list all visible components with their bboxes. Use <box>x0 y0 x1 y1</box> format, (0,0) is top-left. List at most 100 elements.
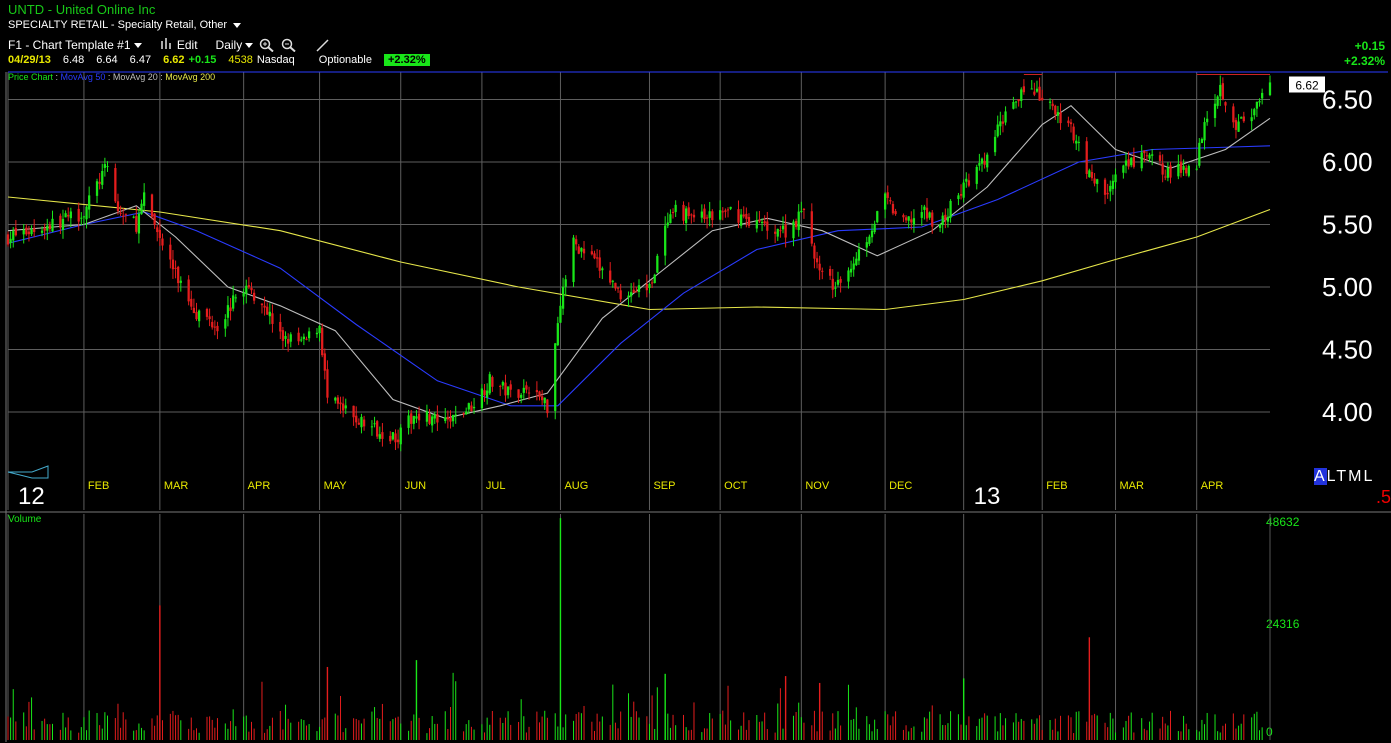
candle-body <box>158 229 161 238</box>
candle-body <box>745 213 748 219</box>
candle-body <box>61 218 65 230</box>
candle-body <box>232 295 235 309</box>
candle-body <box>619 290 622 300</box>
candle-body <box>671 211 675 214</box>
candle-body <box>1096 179 1099 184</box>
candle-body <box>705 217 709 219</box>
month-label: NOV <box>805 480 830 492</box>
candle-body <box>1004 111 1007 123</box>
candle-body <box>30 229 33 235</box>
candle-body <box>1177 164 1180 177</box>
ma50-line <box>7 145 1271 407</box>
candle-body <box>103 164 107 168</box>
candle-body <box>216 325 219 332</box>
draw-line-icon[interactable] <box>313 38 333 52</box>
candle-body <box>357 422 360 425</box>
candle-body <box>1106 192 1109 195</box>
candle-body <box>88 195 91 210</box>
candle-body <box>1232 106 1235 123</box>
period-dropdown[interactable]: Daily <box>216 38 254 52</box>
candle-body <box>967 180 971 186</box>
volume-axis-label: 48632 <box>1266 515 1300 529</box>
candle-body <box>323 353 326 371</box>
candle-body <box>1253 109 1256 116</box>
quote-volume: 4538 <box>228 54 253 66</box>
quote-high: 6.64 <box>96 54 118 66</box>
candle-body <box>1187 165 1190 176</box>
candle-body <box>197 310 201 322</box>
candle-body <box>700 211 703 218</box>
candle-body <box>247 285 251 288</box>
template-dropdown[interactable]: F1 - Chart Template #1 <box>8 38 142 52</box>
candle-body <box>1072 126 1075 141</box>
candle-body <box>598 257 601 271</box>
candle-body <box>501 381 504 386</box>
volume-label: Volume <box>8 514 42 525</box>
candle-body <box>360 416 363 428</box>
candle-body <box>1255 101 1259 109</box>
candle-body <box>1090 171 1094 179</box>
candle-body <box>546 399 549 414</box>
candle-body <box>614 282 617 289</box>
candle-body <box>417 413 421 421</box>
candle-body <box>135 216 138 232</box>
candle-body <box>1035 88 1039 92</box>
sector-selector[interactable]: SPECIALTY RETAIL - Specialty Retail, Oth… <box>8 19 242 31</box>
candle-body <box>124 213 127 215</box>
candle-body <box>192 307 196 314</box>
candle-body <box>161 238 164 246</box>
mode-ltml-buttons[interactable]: LTML <box>1326 468 1375 485</box>
candle-body <box>1067 120 1070 124</box>
candle-body <box>156 227 159 233</box>
candle-body <box>224 319 227 329</box>
candle-body <box>132 216 135 218</box>
candle-body <box>978 163 981 166</box>
zoom-in-icon[interactable] <box>259 38 275 52</box>
mode-a-button[interactable]: A <box>1314 468 1327 485</box>
edit-button[interactable]: Edit <box>160 37 198 52</box>
candle-body <box>590 251 594 255</box>
candle-body <box>907 216 910 221</box>
candle-body <box>389 435 392 442</box>
zoom-out-icon[interactable] <box>281 38 297 52</box>
candle-body <box>763 221 766 224</box>
candle-body <box>1122 165 1125 173</box>
candle-body <box>187 279 190 302</box>
volume-axis-label: 24316 <box>1266 617 1300 631</box>
candle-body <box>336 397 340 404</box>
candle-body <box>852 263 855 270</box>
candle-body <box>51 218 54 232</box>
candle-body <box>436 414 439 423</box>
candle-body <box>912 218 916 225</box>
candle-body <box>373 423 376 425</box>
candle-body <box>1224 102 1227 106</box>
candle-body <box>9 238 12 243</box>
candle-body <box>983 160 986 165</box>
candle-body <box>355 415 358 423</box>
candle-body <box>669 214 672 224</box>
candle-body <box>1158 155 1162 161</box>
candle-body <box>1012 101 1015 109</box>
quote-exchange: Nasdaq <box>256 54 295 66</box>
candle-body <box>140 203 143 215</box>
candle-body <box>810 211 813 244</box>
candle-body <box>46 225 49 231</box>
candle-body <box>630 292 633 297</box>
candle-body <box>902 215 905 218</box>
candle-body <box>965 178 968 182</box>
chart-mode-selector[interactable]: ALTML <box>1314 468 1374 486</box>
candle-body <box>1088 170 1091 178</box>
candle-body <box>315 332 319 335</box>
candle-body <box>504 382 507 396</box>
candle-body <box>431 416 434 426</box>
candle-body <box>711 211 714 221</box>
candle-body <box>465 411 468 415</box>
candle-body <box>342 403 345 411</box>
candle-body <box>556 323 559 346</box>
candle-body <box>849 268 853 273</box>
candle-body <box>95 181 99 196</box>
candle-body <box>1111 180 1115 189</box>
candle-body <box>43 228 46 231</box>
candle-body <box>941 215 944 225</box>
